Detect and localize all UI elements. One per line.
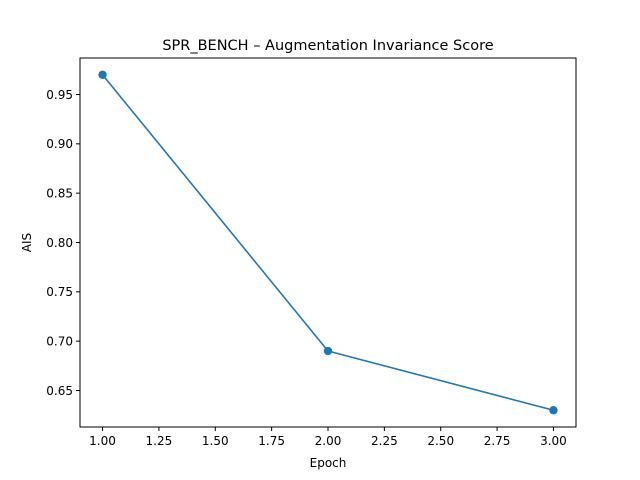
x-tick-label: 2.75 bbox=[484, 434, 511, 448]
y-tick-label: 0.75 bbox=[46, 285, 73, 299]
x-tick-label: 1.00 bbox=[89, 434, 116, 448]
data-point-marker bbox=[323, 346, 333, 356]
x-tick-label: 1.25 bbox=[146, 434, 173, 448]
y-tick-label: 0.65 bbox=[46, 384, 73, 398]
x-tick-label: 2.00 bbox=[315, 434, 342, 448]
y-tick-label: 0.85 bbox=[46, 186, 73, 200]
y-axis-ticks: 0.65 0.70 0.75 0.80 0.85 0.90 0.95 bbox=[46, 88, 80, 398]
y-tick-label: 0.80 bbox=[46, 236, 73, 250]
x-tick-label: 1.75 bbox=[258, 434, 285, 448]
data-point-marker bbox=[549, 406, 558, 415]
plot-series bbox=[98, 70, 558, 415]
x-axis-ticks: 1.00 1.25 1.50 1.75 2.00 2.25 2.50 2.75 3.00 bbox=[89, 427, 567, 448]
y-tick-label: 0.95 bbox=[46, 88, 73, 102]
x-tick-label: 1.50 bbox=[202, 434, 229, 448]
chart-title: SPR_BENCH – Augmentation Invariance Scor… bbox=[162, 38, 493, 54]
plot-area-frame bbox=[79, 57, 577, 428]
x-tick-label: 2.50 bbox=[427, 434, 454, 448]
x-axis-label: Epoch bbox=[310, 456, 347, 470]
y-tick-label: 0.70 bbox=[46, 334, 73, 348]
x-tick-label: 2.25 bbox=[371, 434, 398, 448]
y-axis-label: AIS bbox=[20, 233, 34, 252]
x-tick-label: 3.00 bbox=[540, 434, 567, 448]
y-tick-label: 0.90 bbox=[46, 137, 73, 151]
data-point-marker bbox=[98, 70, 107, 79]
